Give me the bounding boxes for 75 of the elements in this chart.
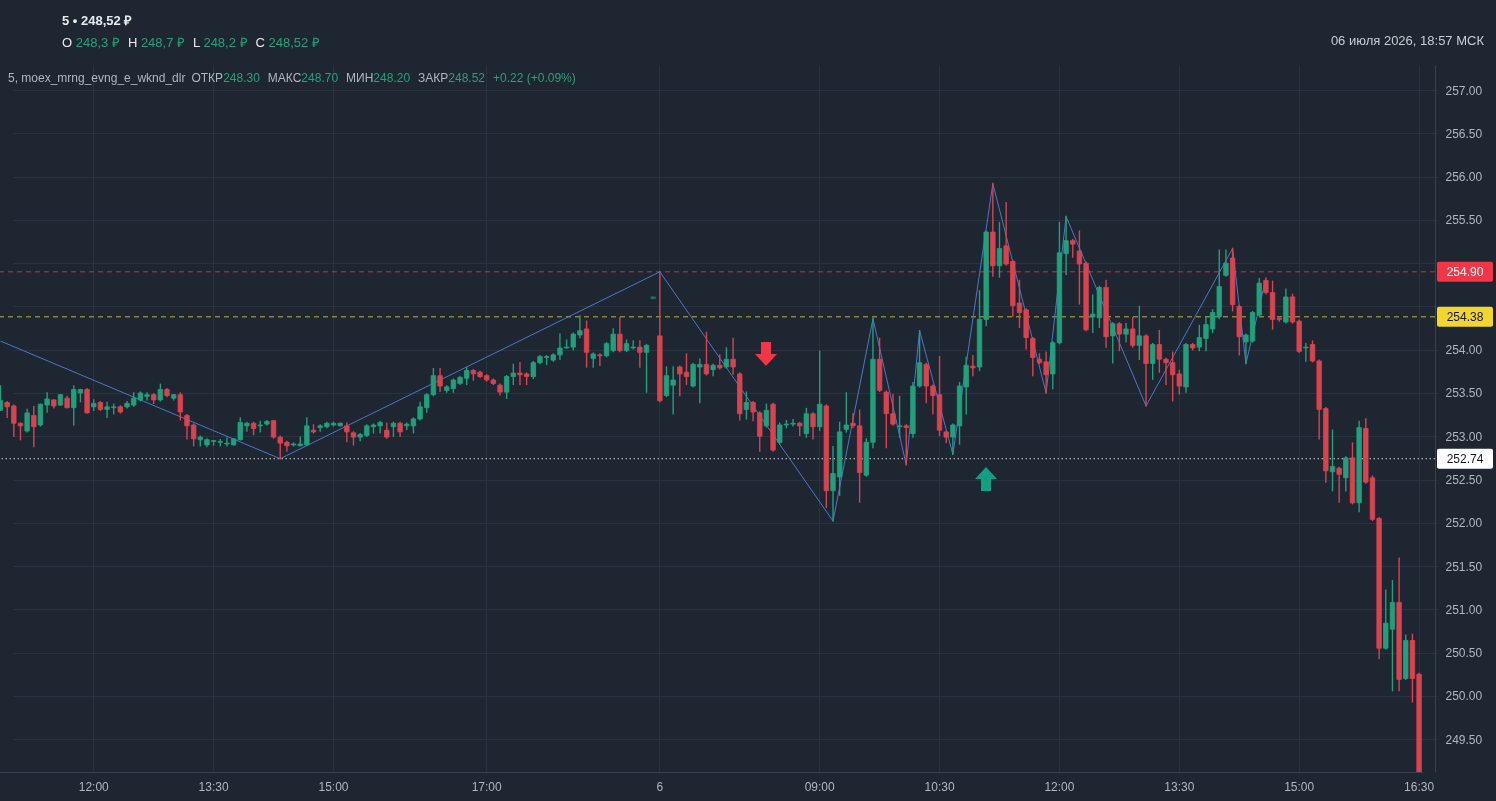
x-tick-label: 12:00: [78, 779, 110, 794]
y-tick-label: 255.50: [1445, 213, 1483, 228]
ref-line-label: 252.74: [1446, 451, 1484, 466]
candlestick: [763, 403, 770, 428]
candlestick: [617, 316, 623, 353]
x-tick-label: 10:30: [924, 779, 955, 794]
annotation: МАКС248.70: [267, 71, 339, 85]
candlestick: [896, 395, 903, 438]
y-tick-label: 250.00: [1445, 689, 1483, 704]
y-tick-label: 253.00: [1445, 429, 1483, 444]
candlestick: [1130, 316, 1136, 348]
text: L 248,2 ₽: [193, 35, 248, 50]
candlestick: [637, 340, 643, 368]
x-tick-label: 13:30: [198, 779, 229, 794]
x-tick-label: 17:00: [471, 779, 503, 794]
y-tick-label: 251.00: [1445, 602, 1483, 617]
text: C 248,52 ₽: [255, 35, 320, 50]
y-tick-label: 252.50: [1445, 473, 1483, 488]
candlestick: [24, 408, 30, 433]
y-tick-label: 253.50: [1445, 386, 1483, 401]
candlestick: [1030, 336, 1036, 377]
candlestick: [1336, 466, 1342, 503]
candlestick: [743, 391, 750, 420]
ref-line-label: 254.90: [1446, 264, 1484, 279]
candlestick: [1343, 456, 1349, 492]
x-tick-label: 15:00: [1284, 779, 1315, 794]
candlestick: [1110, 322, 1116, 364]
x-tick-label: 16:30: [1404, 779, 1435, 794]
y-tick-label: 256.50: [1445, 126, 1483, 141]
y-tick-label: 251.50: [1445, 559, 1483, 574]
candlestick: [84, 387, 90, 414]
candlestick: [1116, 322, 1123, 352]
x-tick-label: 12:00: [1044, 779, 1075, 794]
annotation: ЗАКР248.52: [418, 71, 486, 85]
candlestick: [1223, 249, 1229, 277]
x-tick-label: 6: [656, 779, 664, 794]
ref-line-label: 254.38: [1446, 309, 1484, 324]
annotation: МИН248.20: [346, 71, 411, 85]
candlestick: [437, 368, 443, 392]
candlestick: [643, 343, 650, 393]
x-tick-label: 13:30: [1164, 779, 1195, 794]
candlestick: [723, 347, 730, 369]
candlestick: [31, 406, 37, 448]
candlestick: [1136, 305, 1143, 360]
candlestick: [597, 353, 603, 366]
candlestick: [810, 412, 816, 440]
candlestick: [583, 320, 590, 368]
candlestick: [703, 331, 710, 376]
candlestick: [803, 407, 810, 438]
candlestick: [996, 221, 1003, 278]
candlestick: [1329, 429, 1336, 492]
text: H 248,7 ₽: [127, 35, 186, 50]
x-tick-label: 09:00: [804, 779, 836, 794]
chart-title: 5 • 248,52 ₽: [62, 12, 133, 29]
y-tick-label: 257.00: [1445, 83, 1483, 98]
chart-subtitle: 06 июля 2026, 18:57 МСК: [1330, 33, 1484, 48]
candlestick: [970, 355, 976, 377]
candlestick: [177, 392, 183, 421]
candlestick: [903, 424, 909, 466]
y-tick-label: 250.50: [1445, 646, 1483, 661]
candlestick: [730, 337, 736, 375]
candlestick: [817, 350, 823, 431]
candlestick: [1303, 342, 1309, 362]
candlestick: [1123, 323, 1129, 343]
candlestick: [1150, 342, 1156, 380]
y-tick-label: 254.00: [1445, 343, 1483, 358]
annotation: 5, moex_mrng_evng_e_wknd_dlr: [8, 71, 186, 85]
annotation: +0.22 (+0.09%): [493, 71, 576, 85]
candlestick: [843, 392, 849, 433]
y-tick-label: 249.50: [1445, 732, 1483, 747]
annotation: ОТКР248.30: [191, 71, 260, 85]
y-tick-label: 256.00: [1445, 170, 1483, 185]
y-tick-label: 252.00: [1445, 516, 1483, 531]
x-tick-label: 15:00: [318, 779, 349, 794]
text: O 248,3 ₽: [62, 35, 120, 50]
